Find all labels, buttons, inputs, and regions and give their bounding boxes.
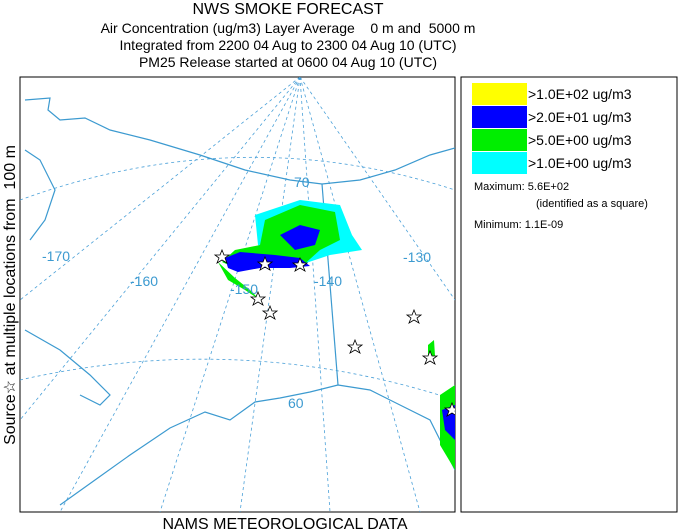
legend-swatch: [472, 129, 527, 151]
side-label: Source☆ at multiple locations from 100 m: [2, 145, 19, 445]
plume: [225, 225, 320, 272]
legend-label: >1.0E+02 ug/m3: [528, 86, 632, 102]
coastline: [24, 149, 455, 506]
plume: [218, 262, 260, 300]
legend-swatch: [472, 83, 527, 105]
map-label: -130: [403, 249, 431, 265]
map-label: 70: [294, 174, 310, 190]
legend-swatch: [472, 106, 527, 128]
plume: [442, 405, 455, 440]
map: -170 -160 -150 -140 -130 70 60: [19, 76, 456, 513]
longitude-line: [20, 77, 455, 512]
legend-label: >2.0E+01 ug/m3: [528, 109, 632, 125]
map-label: 60: [288, 395, 304, 411]
maximum: Maximum: 5.6E+02: [474, 181, 569, 193]
latitude-line: [20, 156, 455, 401]
map-frame: [19, 76, 456, 513]
maximum-note: (identified as a square): [536, 198, 648, 210]
map-label: -150: [230, 281, 258, 297]
legend-swatch: [472, 152, 527, 174]
header-line: Air Concentration (ug/m3) Layer Average …: [101, 20, 476, 36]
legend: Maximum: 5.6E+02 (identified as a square…: [460, 76, 678, 513]
minimum: Minimum: 1.1E-09: [474, 219, 563, 231]
source-markers: [213, 248, 455, 417]
legend-label: >1.0E+00 ug/m3: [528, 155, 632, 171]
header-line: PM25 Release started at 0600 04 Aug 10 (…: [139, 54, 437, 70]
coastline: [24, 97, 455, 185]
footer: NAMS METEOROLOGICAL DATA: [162, 516, 407, 532]
map-label: -170: [42, 248, 70, 264]
legend-label: >5.0E+00 ug/m3: [528, 132, 632, 148]
map-label: -160: [130, 273, 158, 289]
map-label: -140: [314, 273, 342, 289]
title: NWS SMOKE FORECAST: [192, 1, 383, 18]
header-line: Integrated from 2200 04 Aug to 2300 04 A…: [120, 37, 457, 53]
